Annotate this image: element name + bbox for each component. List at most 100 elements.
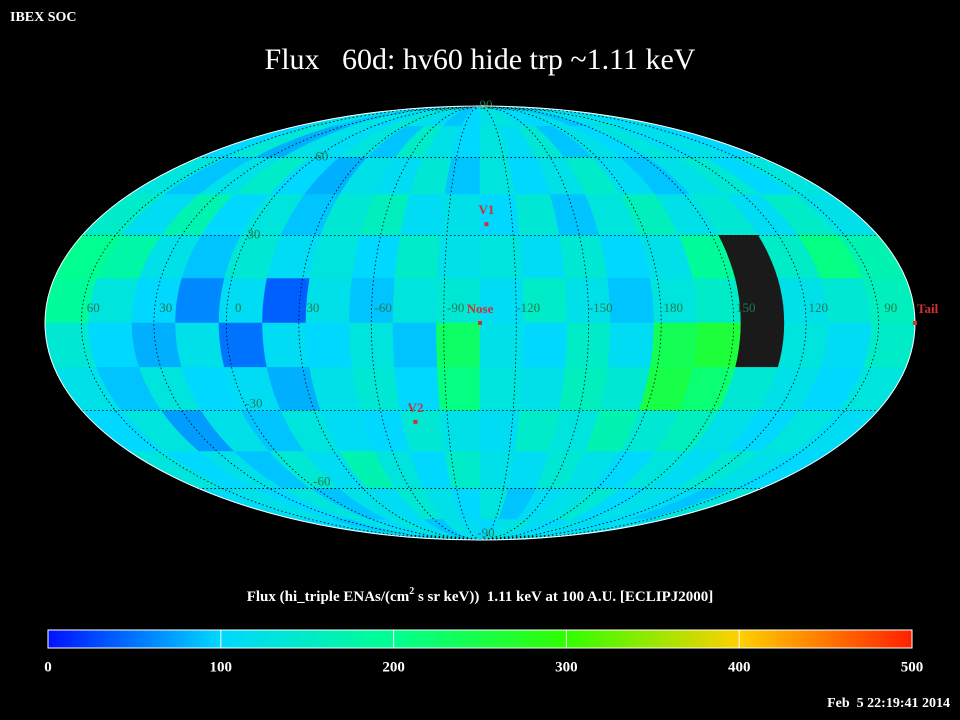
colorbar-segment: [144, 630, 149, 648]
colorbar-segment: [104, 630, 109, 648]
colorbar-segment: [684, 630, 689, 648]
colorbar-segment: [840, 630, 845, 648]
map-cell: [479, 410, 521, 452]
colorbar-segment: [76, 630, 81, 648]
colorbar-segment: [108, 630, 113, 648]
colorbar-segment: [832, 630, 837, 648]
colorbar-segment: [148, 630, 153, 648]
map-cell: [519, 235, 566, 279]
colorbar-segment: [504, 630, 509, 648]
colorbar-segment: [892, 630, 897, 648]
lon-tick-label: 180: [664, 300, 684, 315]
colorbar-segment: [464, 630, 469, 648]
colorbar-segment: [84, 630, 89, 648]
colorbar-segment: [876, 630, 881, 648]
colorbar-segment: [764, 630, 769, 648]
colorbar-label-text: Flux (hi_triple ENAs/(cm: [247, 589, 410, 605]
colorbar-segment: [516, 630, 521, 648]
colorbar-segment: [772, 630, 777, 648]
chart-title: Flux 60d: hv60 hide trp ~1.11 keV: [265, 43, 696, 76]
colorbar-segment: [168, 630, 173, 648]
colorbar-segment: [352, 630, 357, 648]
colorbar-segment: [780, 630, 785, 648]
colorbar-segment: [728, 630, 733, 648]
colorbar-segment: [868, 630, 873, 648]
colorbar-segment: [304, 630, 309, 648]
colorbar-segment: [576, 630, 581, 648]
colorbar-segment: [428, 630, 433, 648]
colorbar-segment: [604, 630, 609, 648]
lon-tick-label: 90: [884, 300, 897, 315]
colorbar-segment: [444, 630, 449, 648]
colorbar-segment: [660, 630, 665, 648]
colorbar-segment: [492, 630, 497, 648]
map-cell: [305, 322, 353, 368]
map-cell: [735, 322, 785, 368]
colorbar-segment: [456, 630, 461, 648]
colorbar-segment: [180, 630, 185, 648]
map: 60 30 0 -30 -60 -90 -120 -150 180 150 120 90 90 60 30 -…: [44, 97, 939, 541]
colorbar-segment: [324, 630, 329, 648]
colorbar-segment: [572, 630, 577, 648]
colorbar-segment: [792, 630, 797, 648]
colorbar-segment: [748, 630, 753, 648]
map-cell: [392, 322, 438, 368]
colorbar-segment: [116, 630, 121, 648]
colorbar: 0 100 200 300 400 500: [44, 629, 923, 675]
map-cell: [218, 322, 268, 368]
colorbar-segment: [420, 630, 425, 648]
colorbar-segment: [432, 630, 437, 648]
colorbar-segment: [264, 630, 269, 648]
colorbar-segment: [856, 630, 861, 648]
grid-meridian: [298, 105, 481, 541]
grid-meridian: [443, 105, 481, 541]
colorbar-segment: [848, 630, 853, 648]
colorbar-segment: [100, 630, 105, 648]
colorbar-segment: [96, 630, 101, 648]
colorbar-segment: [396, 630, 401, 648]
colorbar-segment: [476, 630, 481, 648]
lon-tick-label: -60: [375, 300, 392, 315]
map-cell: [262, 322, 311, 368]
colorbar-segment: [124, 630, 129, 648]
colorbar-segment: [64, 630, 69, 648]
colorbar-segment: [68, 630, 73, 648]
map-cell: [131, 278, 183, 324]
colorbar-segment: [316, 630, 321, 648]
colorbar-segment: [240, 630, 245, 648]
colorbar-segment: [720, 630, 725, 648]
colorbar-segment: [248, 630, 253, 648]
colorbar-segment: [160, 630, 165, 648]
marker-label: V1: [479, 202, 495, 217]
colorbar-segment: [376, 630, 381, 648]
colorbar-segment: [664, 630, 669, 648]
map-cell: [437, 235, 481, 279]
colorbar-segment: [700, 630, 705, 648]
colorbar-segment: [224, 630, 229, 648]
colorbar-segment: [524, 630, 529, 648]
map-cell: [175, 322, 225, 368]
colorbar-segment: [588, 630, 593, 648]
colorbar-segment: [644, 630, 649, 648]
colorbar-segment: [120, 630, 125, 648]
colorbar-segment: [424, 630, 429, 648]
map-cell: [820, 322, 872, 368]
colorbar-segment: [676, 630, 681, 648]
colorbar-segment: [556, 630, 561, 648]
colorbar-segment: [648, 630, 653, 648]
grid-meridian: [479, 105, 662, 541]
colorbar-segment: [736, 630, 741, 648]
colorbar-segment: [548, 630, 553, 648]
colorbar-segment: [244, 630, 249, 648]
colorbar-segment: [280, 630, 285, 648]
colorbar-segment: [184, 630, 189, 648]
map-cell: [649, 322, 698, 368]
colorbar-segment: [652, 630, 657, 648]
colorbar-segment: [512, 630, 517, 648]
grid-meridian: [80, 105, 481, 541]
colorbar-segment: [356, 630, 361, 648]
colorbar-segment: [544, 630, 549, 648]
colorbar-segment: [812, 630, 817, 648]
colorbar-segment: [584, 630, 589, 648]
